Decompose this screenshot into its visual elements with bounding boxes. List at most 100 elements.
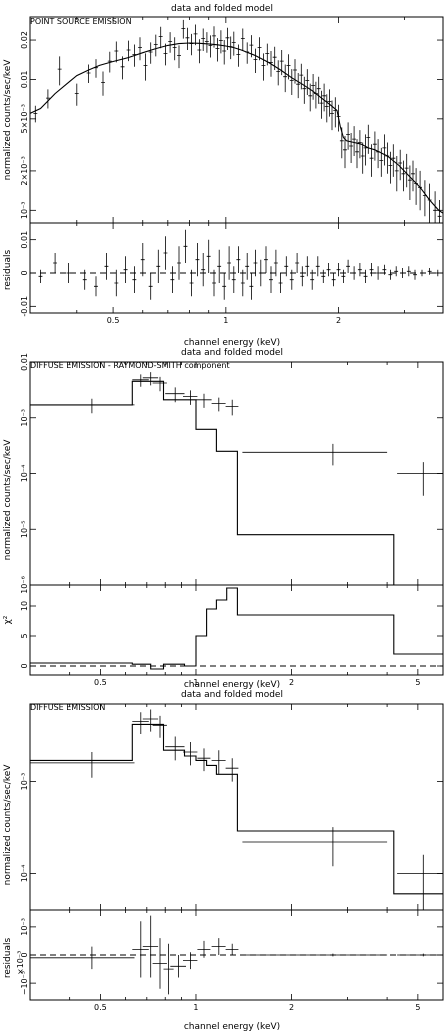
x-tick-label: 1 — [223, 316, 228, 325]
plot-frame — [29, 584, 444, 676]
data-point — [107, 51, 112, 73]
data-point — [227, 246, 231, 280]
data-point — [316, 76, 321, 104]
data-point — [305, 256, 310, 277]
data-point — [333, 97, 338, 128]
data-point — [189, 269, 194, 297]
y-tick-label: 10⁻⁴ — [20, 465, 29, 483]
data-point — [308, 83, 313, 112]
x-tick-label: 5 — [415, 678, 420, 687]
marks-group — [30, 372, 443, 585]
data-point — [343, 136, 347, 169]
ylabel-2: residuals — [3, 250, 13, 291]
data-point — [183, 952, 198, 970]
model-histogram — [30, 380, 443, 585]
data-point — [336, 104, 341, 132]
data-point — [346, 122, 350, 150]
data-point — [397, 462, 443, 496]
data-point — [397, 953, 443, 957]
ylabel-6-multiplier: ×10⁻³ — [16, 951, 25, 975]
data-point — [231, 31, 236, 56]
data-point — [401, 160, 406, 192]
data-point — [212, 26, 216, 48]
data-point — [289, 69, 294, 95]
data-point — [352, 126, 356, 156]
data-point — [289, 269, 294, 290]
data-point — [264, 246, 268, 273]
data-point — [140, 243, 145, 277]
x-tick-label: 1 — [193, 678, 198, 687]
data-point — [261, 53, 266, 81]
data-point — [57, 56, 62, 86]
data-point — [152, 376, 167, 392]
x-tick-label: 1 — [193, 1003, 198, 1012]
data-point — [310, 269, 315, 290]
data-point — [30, 398, 135, 414]
data-point — [94, 59, 98, 78]
data-point — [339, 127, 344, 159]
data-point — [319, 90, 324, 119]
data-point — [242, 443, 388, 466]
y-tick-label: 0.01 — [20, 353, 29, 371]
data-point — [189, 33, 194, 56]
data-point — [376, 266, 381, 280]
data-point — [225, 758, 239, 782]
data-point — [265, 43, 270, 66]
data-point — [413, 269, 417, 280]
data-point — [366, 124, 371, 154]
data-point — [357, 130, 362, 159]
data-point — [388, 151, 393, 184]
data-point — [245, 253, 250, 280]
diffuse-spectrum-panel: 10⁻⁴ 10⁻³ — [20, 703, 444, 911]
data-point — [114, 269, 119, 297]
data-point — [398, 149, 403, 181]
data-point — [193, 24, 198, 46]
model-curve — [30, 42, 443, 214]
data-point — [104, 253, 109, 280]
ylabel-5: normalized counts/sec/keV — [3, 764, 13, 886]
y-tick-label: 0 — [20, 663, 29, 668]
data-point — [236, 246, 241, 273]
data-point — [211, 938, 226, 955]
data-point — [406, 266, 411, 277]
data-point — [46, 89, 50, 109]
data-point — [152, 938, 167, 989]
data-point — [33, 105, 38, 123]
data-point — [376, 139, 381, 169]
y-tick-label: 5×10⁻³ — [20, 104, 29, 133]
xlabel-1: channel energy (keV) — [184, 338, 280, 348]
data-point — [170, 955, 186, 978]
data-point — [177, 246, 181, 280]
data-point — [158, 26, 163, 49]
data-point — [286, 54, 291, 80]
data-point — [411, 160, 415, 192]
ylabel-3: normalized counts/sec/keV — [3, 439, 13, 561]
marks-group — [30, 709, 443, 910]
data-point — [197, 39, 202, 64]
data-point — [222, 273, 227, 300]
data-point — [302, 76, 307, 104]
data-point — [240, 269, 245, 297]
y-tick-label: −10⁻³ — [20, 971, 29, 995]
data-point — [225, 943, 239, 955]
data-point — [341, 269, 346, 283]
data-point — [132, 921, 149, 978]
data-point — [314, 81, 318, 109]
x-tick-label: 2 — [289, 678, 294, 687]
data-point — [369, 263, 374, 277]
ylabel-6: residuals — [3, 938, 13, 979]
data-point — [360, 142, 365, 174]
data-point — [363, 269, 368, 283]
y-tick-label: 0.01 — [20, 231, 29, 249]
point-source-residuals-panel: 0.5 1 2 -0.01 0 0.01 — [20, 222, 444, 325]
data-point — [391, 144, 396, 177]
data-point — [183, 390, 198, 405]
data-point — [253, 48, 258, 73]
xlabel-2: channel energy (keV) — [184, 680, 280, 690]
data-point — [53, 253, 57, 273]
marks-group — [30, 19, 443, 223]
data-point — [197, 748, 211, 772]
data-point — [197, 940, 211, 958]
data-point — [437, 200, 442, 223]
